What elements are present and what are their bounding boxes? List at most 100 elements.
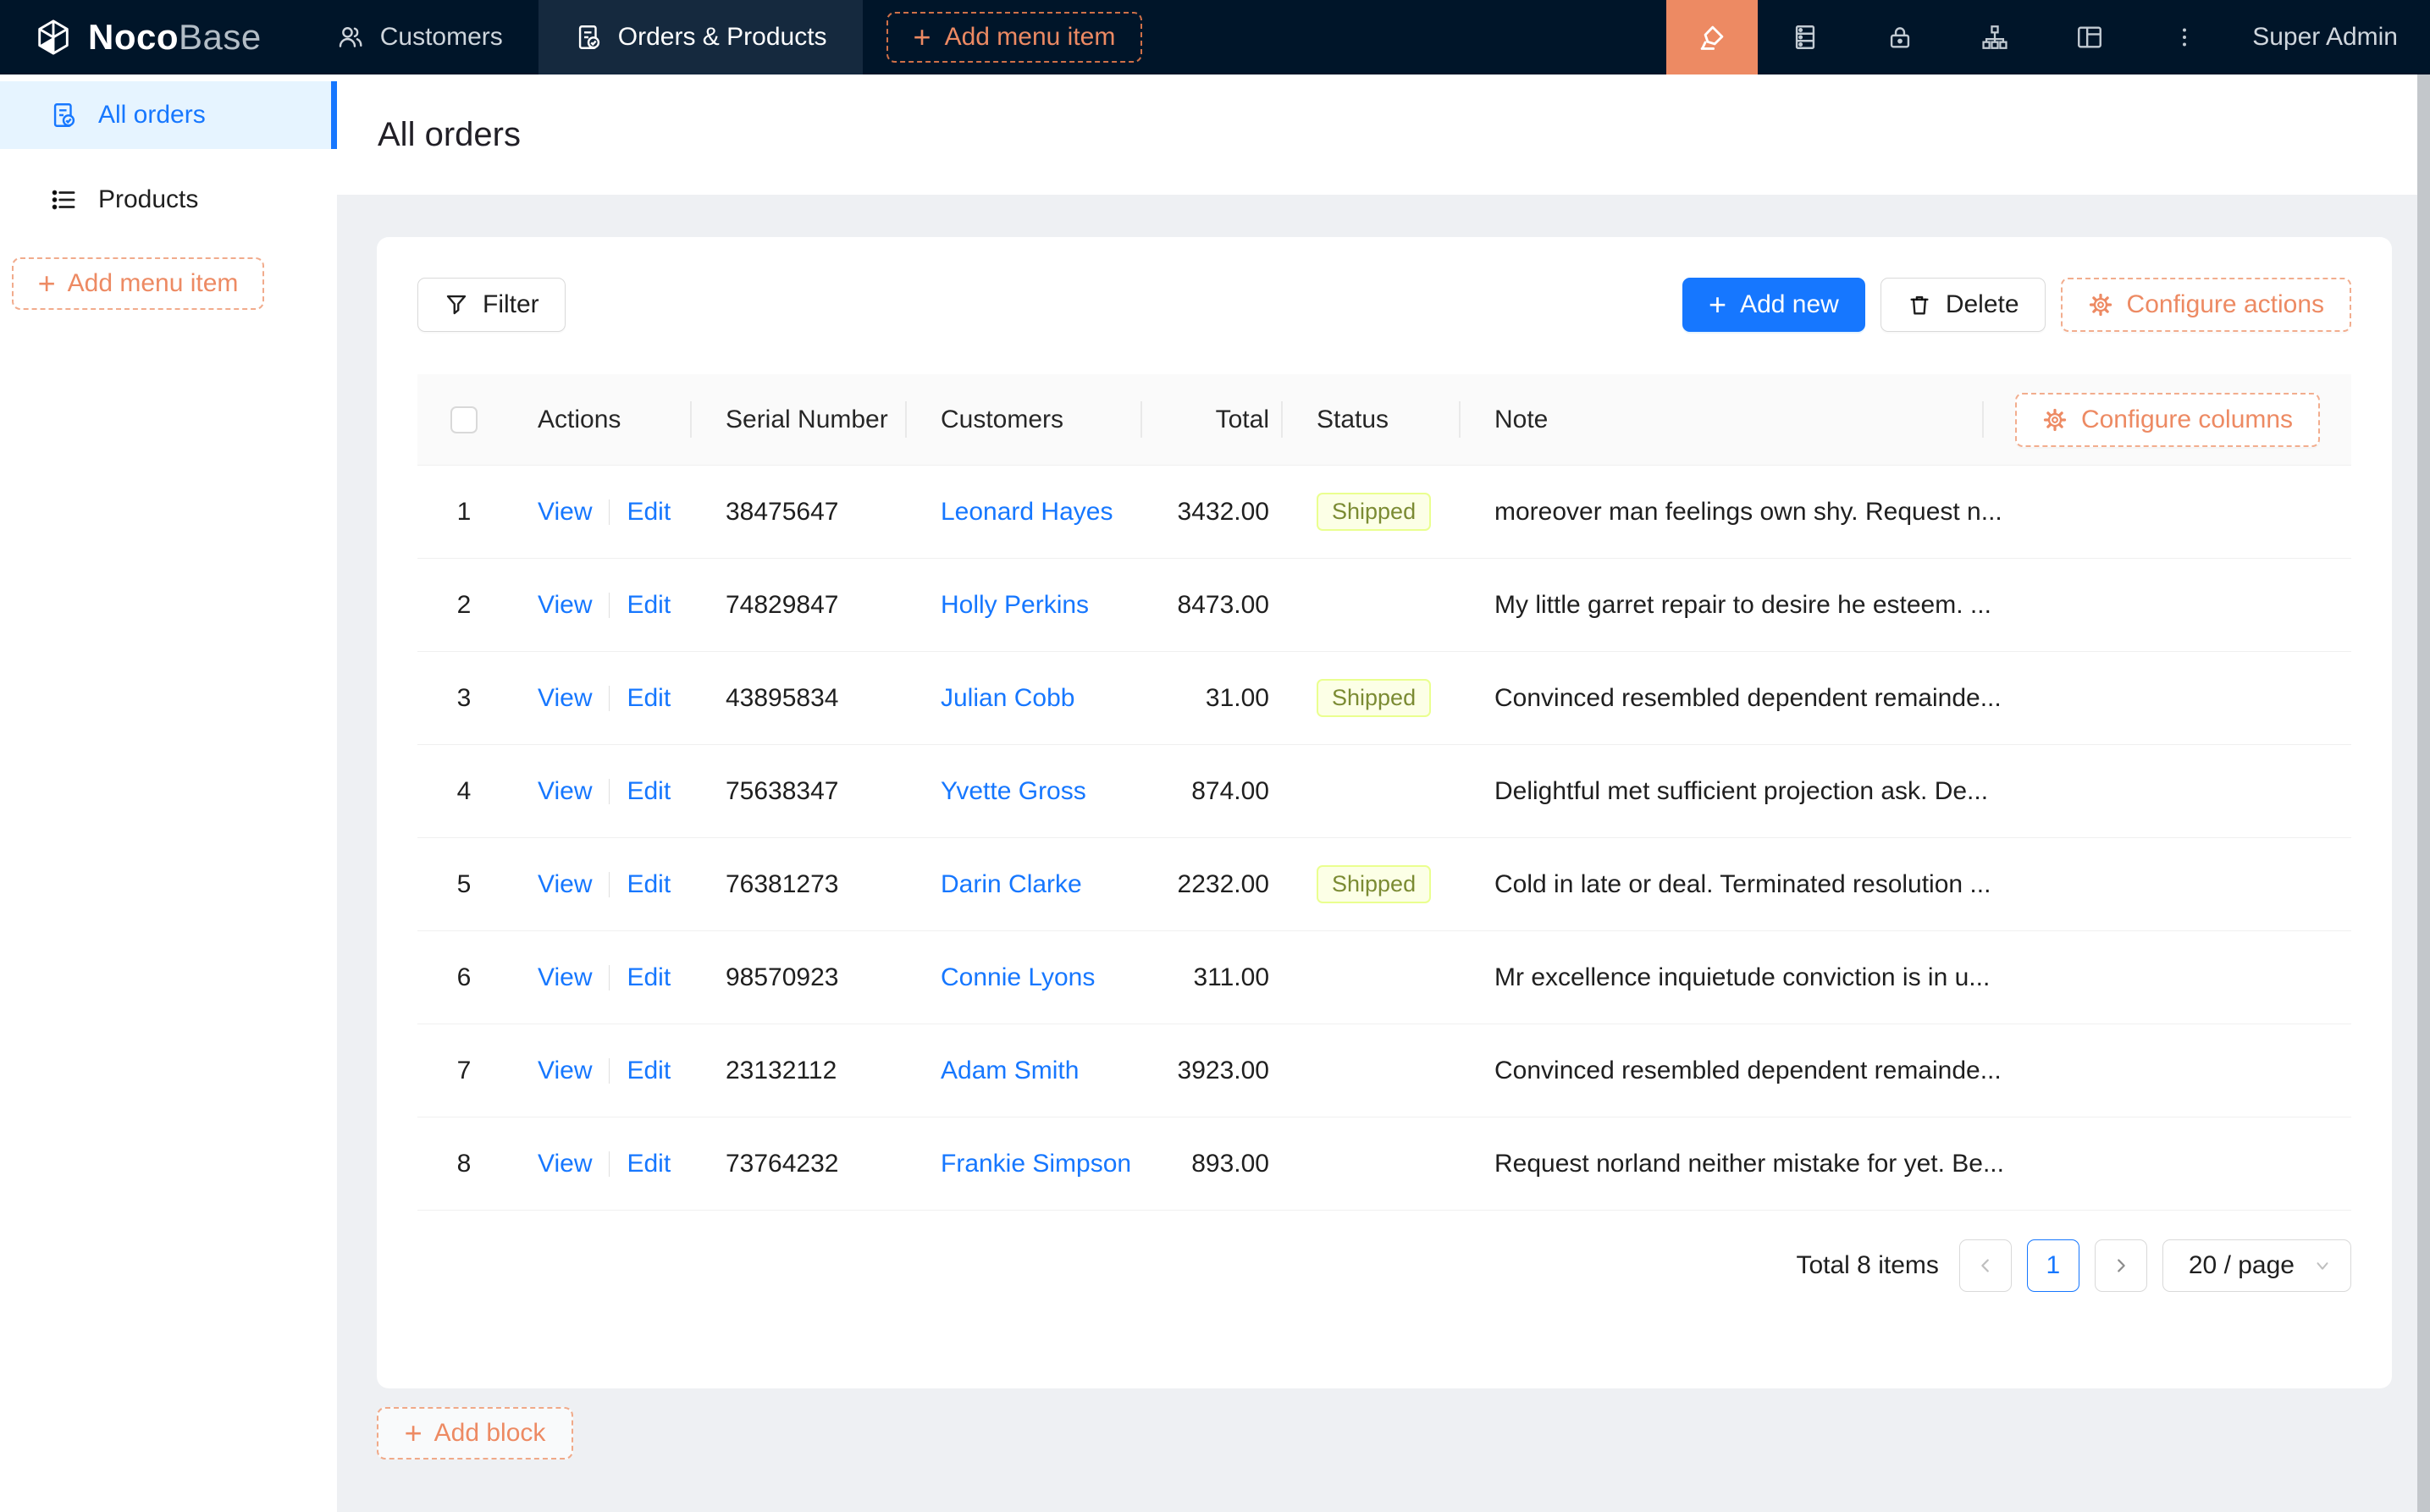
pagination-prev-button[interactable] <box>1958 1239 2012 1292</box>
serial-number-cell: 74829847 <box>726 590 839 619</box>
chevron-left-icon <box>1976 1256 1995 1275</box>
more-menu-button[interactable] <box>2137 0 2232 74</box>
sidebar-item-products[interactable]: Products <box>0 166 337 234</box>
view-link[interactable]: View <box>538 776 593 805</box>
sidebar-item-label: All orders <box>98 101 206 129</box>
toolbar-actions: + Add new Delete <box>1682 278 2351 332</box>
view-link[interactable]: View <box>538 683 593 712</box>
divider <box>609 1057 610 1084</box>
row-index: 3 <box>456 683 472 712</box>
customer-link[interactable]: Leonard Hayes <box>941 497 1113 526</box>
delete-button[interactable]: Delete <box>1880 278 2046 332</box>
column-header-status: Status <box>1283 374 1461 465</box>
customer-link[interactable]: Yvette Gross <box>941 776 1086 805</box>
edit-link[interactable]: Edit <box>627 683 671 712</box>
total-cell: 893.00 <box>1191 1149 1269 1178</box>
customer-link[interactable]: Darin Clarke <box>941 869 1082 898</box>
customer-link[interactable]: Frankie Simpson <box>941 1149 1132 1178</box>
serial-number-cell: 43895834 <box>726 683 839 712</box>
more-vertical-icon <box>2170 23 2199 52</box>
pagination-page-1[interactable]: 1 <box>2026 1239 2079 1292</box>
customer-cell: Yvette Gross <box>907 777 1142 806</box>
page-scrollbar[interactable] <box>2417 74 2430 1512</box>
total-cell: 8473.00 <box>1177 590 1269 619</box>
status-cell: Shipped <box>1283 865 1461 903</box>
chevron-right-icon <box>2112 1256 2130 1275</box>
divider <box>609 871 610 897</box>
table-toolbar: Filter + Add new Delete <box>417 278 2351 332</box>
nav-add-menu-item-button[interactable]: + Add menu item <box>886 12 1143 63</box>
chevron-down-icon <box>2313 1256 2332 1275</box>
status-cell: Shipped <box>1283 493 1461 531</box>
view-link[interactable]: View <box>538 497 593 526</box>
edit-link[interactable]: Edit <box>627 776 671 805</box>
column-header-serial-number: Serial Number <box>692 374 907 465</box>
trash-icon <box>1907 292 1932 317</box>
row-index: 2 <box>456 590 472 619</box>
permissions-button[interactable] <box>1853 0 1947 74</box>
view-link[interactable]: View <box>538 869 593 898</box>
divider <box>609 685 610 711</box>
pagination-next-button[interactable] <box>2094 1239 2147 1292</box>
sidebar-add-menu-item-button[interactable]: + Add menu item <box>12 257 264 310</box>
plus-icon: + <box>37 266 56 301</box>
user-menu[interactable]: Super Admin <box>2252 23 2398 51</box>
row-actions-cell: View Edit <box>511 498 692 527</box>
view-link[interactable]: View <box>538 963 593 991</box>
serial-number-cell: 73764232 <box>726 1149 839 1178</box>
row-index: 5 <box>456 869 472 898</box>
divider <box>609 499 610 525</box>
collections-button[interactable] <box>1758 0 1853 74</box>
edit-link[interactable]: Edit <box>627 1149 671 1178</box>
customer-cell: Julian Cobb <box>907 684 1142 713</box>
order-document-icon <box>49 101 78 130</box>
brand-name: NocoBase <box>88 17 262 57</box>
add-block-button[interactable]: + Add block <box>377 1407 573 1460</box>
view-link[interactable]: View <box>538 590 593 619</box>
filter-button[interactable]: Filter <box>417 278 566 332</box>
edit-link[interactable]: Edit <box>627 1056 671 1084</box>
view-link[interactable]: View <box>538 1056 593 1084</box>
divider <box>609 592 610 618</box>
table-row: 3 View Edit 43895834 Julian Cobb 31.00 S… <box>417 652 2351 745</box>
database-icon <box>1791 23 1820 52</box>
customer-link[interactable]: Julian Cobb <box>941 683 1075 712</box>
top-navbar: NocoBase Customers <box>0 0 2430 74</box>
customer-link[interactable]: Holly Perkins <box>941 590 1090 619</box>
select-all-checkbox[interactable] <box>450 406 478 433</box>
customer-cell: Leonard Hayes <box>907 498 1142 527</box>
serial-number-cell: 76381273 <box>726 869 839 898</box>
configure-columns-button[interactable]: Configure columns <box>2014 392 2321 447</box>
ui-editor-toggle-button[interactable] <box>1666 0 1759 74</box>
page-size-select[interactable]: 20 / page <box>2162 1239 2351 1292</box>
nocobase-logo[interactable]: NocoBase <box>0 0 301 74</box>
status-badge: Shipped <box>1317 679 1432 717</box>
column-header-note: Note <box>1461 374 1984 465</box>
edit-link[interactable]: Edit <box>627 590 671 619</box>
edit-link[interactable]: Edit <box>627 963 671 991</box>
nav-tab-orders-products[interactable]: Orders & Products <box>538 0 863 74</box>
row-index: 8 <box>456 1149 472 1178</box>
customer-link[interactable]: Adam Smith <box>941 1056 1080 1084</box>
configure-actions-button[interactable]: Configure actions <box>2060 278 2351 332</box>
view-link[interactable]: View <box>538 1149 593 1178</box>
customer-cell: Holly Perkins <box>907 591 1142 620</box>
add-new-button[interactable]: + Add new <box>1682 278 1865 332</box>
nav-tab-customers[interactable]: Customers <box>301 0 538 74</box>
sidebar-item-all-orders[interactable]: All orders <box>0 81 337 149</box>
table-row: 7 View Edit 23132112 Adam Smith 3923.00 … <box>417 1024 2351 1117</box>
note-cell: Delightful met sufficient projection ask… <box>1494 776 1989 805</box>
workflow-button[interactable] <box>1947 0 2042 74</box>
layout-button[interactable] <box>2042 0 2137 74</box>
note-cell: My little garret repair to desire he est… <box>1494 590 1991 619</box>
list-icon <box>49 185 78 214</box>
edit-link[interactable]: Edit <box>627 497 671 526</box>
edit-link[interactable]: Edit <box>627 869 671 898</box>
orders-table-block: Filter + Add new Delete <box>377 237 2392 1388</box>
status-cell: Shipped <box>1283 679 1461 717</box>
customer-link[interactable]: Connie Lyons <box>941 963 1096 991</box>
highlighter-icon <box>1696 21 1728 53</box>
table-header-row: Actions Serial Number Customers Total St… <box>417 374 2351 466</box>
plus-icon: + <box>913 19 931 54</box>
row-index: 1 <box>456 497 472 526</box>
